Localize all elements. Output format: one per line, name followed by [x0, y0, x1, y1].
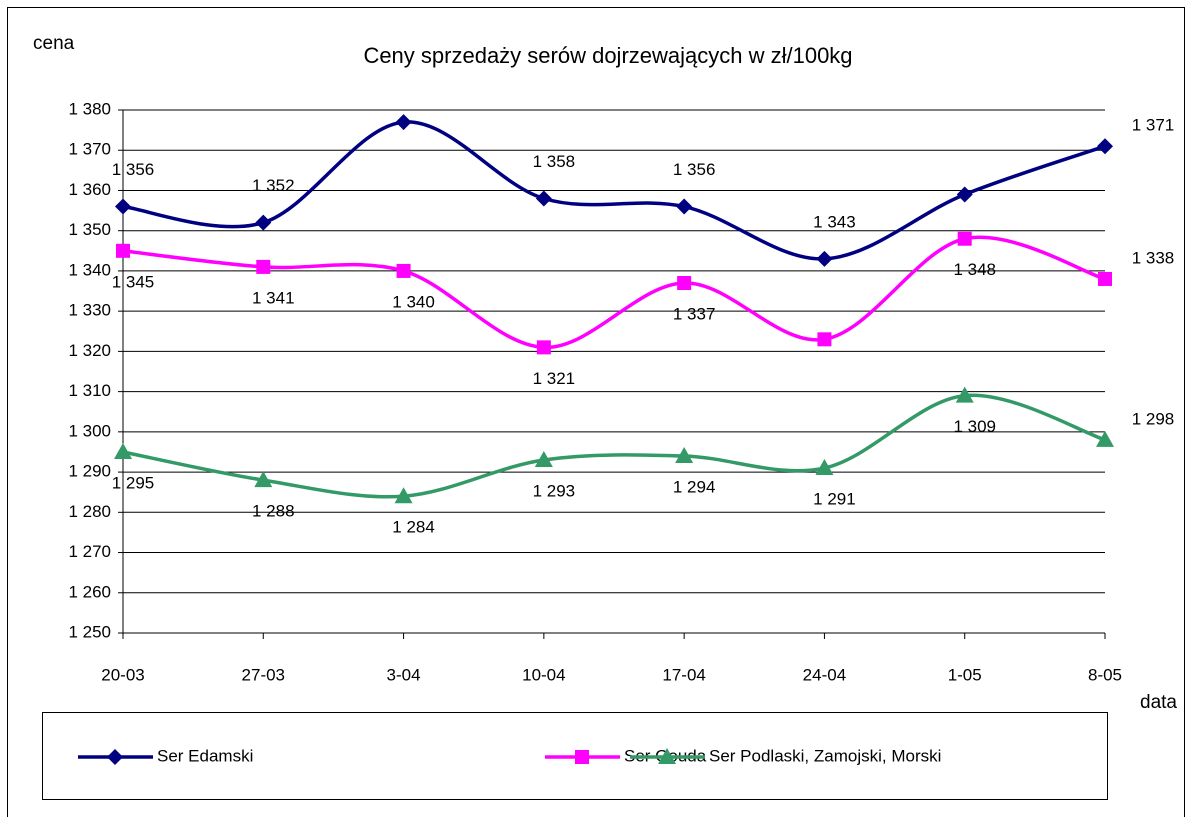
marker	[256, 259, 271, 274]
marker	[396, 263, 411, 278]
series-line	[122, 120, 1106, 261]
data-label: 1 338	[1132, 248, 1175, 267]
y-tick-label: 1 310	[68, 381, 111, 400]
x-tick-label: 17-04	[662, 665, 705, 684]
data-label: 1 340	[392, 292, 435, 311]
series-line	[122, 393, 1106, 499]
data-label: 1 321	[533, 369, 576, 388]
legend-label: Ser Edamski	[157, 746, 253, 765]
chart-title: Ceny sprzedaży serów dojrzewających w zł…	[363, 43, 852, 68]
x-tick-label: 3-04	[387, 665, 421, 684]
data-label: 1 371	[1132, 116, 1175, 135]
data-label: 1 288	[252, 502, 295, 521]
data-label: 1 293	[533, 481, 576, 500]
data-label: 1 309	[953, 417, 996, 436]
marker	[107, 749, 123, 765]
y-tick-label: 1 300	[68, 421, 111, 440]
x-tick-label: 8-05	[1088, 665, 1122, 684]
marker	[536, 340, 551, 355]
y-tick-label: 1 280	[68, 502, 111, 521]
y-axis-title: cena	[33, 33, 75, 54]
marker	[114, 442, 132, 459]
y-tick-label: 1 270	[68, 542, 111, 561]
y-tick-label: 1 260	[68, 582, 111, 601]
marker	[675, 446, 694, 463]
marker	[677, 275, 692, 290]
y-tick-label: 1 380	[68, 99, 111, 118]
marker	[534, 451, 553, 468]
x-tick-label: 10-04	[522, 665, 565, 684]
marker	[1096, 430, 1114, 447]
marker	[815, 459, 834, 476]
marker	[255, 214, 272, 231]
x-tick-label: 24-04	[803, 665, 846, 684]
x-tick-label: 1-05	[948, 665, 982, 684]
y-tick-label: 1 350	[68, 220, 111, 239]
series-line	[122, 235, 1106, 350]
marker	[394, 487, 413, 504]
y-tick-label: 1 290	[68, 462, 111, 481]
legend-label: Ser Podlaski, Zamojski, Morski	[709, 746, 941, 765]
marker	[956, 186, 973, 203]
data-label: 1 298	[1132, 409, 1175, 428]
y-tick-label: 1 330	[68, 301, 111, 320]
data-label: 1 352	[252, 176, 295, 195]
data-label: 1 356	[673, 160, 716, 179]
data-label: 1 358	[533, 152, 576, 171]
data-label: 1 348	[953, 260, 996, 279]
marker	[1097, 138, 1113, 155]
marker	[115, 198, 131, 215]
marker	[395, 114, 412, 131]
y-tick-label: 1 360	[68, 180, 111, 199]
marker	[116, 243, 130, 258]
marker	[658, 748, 676, 764]
x-tick-label: 27-03	[242, 665, 285, 684]
marker	[575, 750, 589, 764]
data-label: 1 294	[673, 477, 716, 496]
marker	[957, 231, 972, 246]
data-label: 1 343	[813, 212, 856, 231]
data-label: 1 345	[112, 272, 155, 291]
y-tick-label: 1 340	[68, 260, 111, 279]
marker	[1098, 271, 1112, 286]
marker	[254, 471, 273, 488]
y-tick-label: 1 320	[68, 341, 111, 360]
legend-box	[42, 712, 1108, 800]
marker	[816, 250, 833, 267]
marker	[817, 332, 832, 347]
chart-border	[7, 7, 1185, 817]
data-label: 1 291	[813, 490, 856, 509]
x-axis-title: data	[1140, 692, 1177, 713]
data-label: 1 295	[112, 473, 155, 492]
data-label: 1 284	[392, 518, 435, 537]
marker	[535, 190, 552, 207]
marker	[955, 386, 974, 403]
data-label: 1 356	[112, 160, 155, 179]
y-tick-label: 1 370	[68, 140, 111, 159]
y-tick-label: 1 250	[68, 622, 111, 641]
data-label: 1 341	[252, 288, 295, 307]
marker	[676, 198, 693, 215]
data-label: 1 337	[673, 304, 716, 323]
x-tick-label: 20-03	[101, 665, 144, 684]
